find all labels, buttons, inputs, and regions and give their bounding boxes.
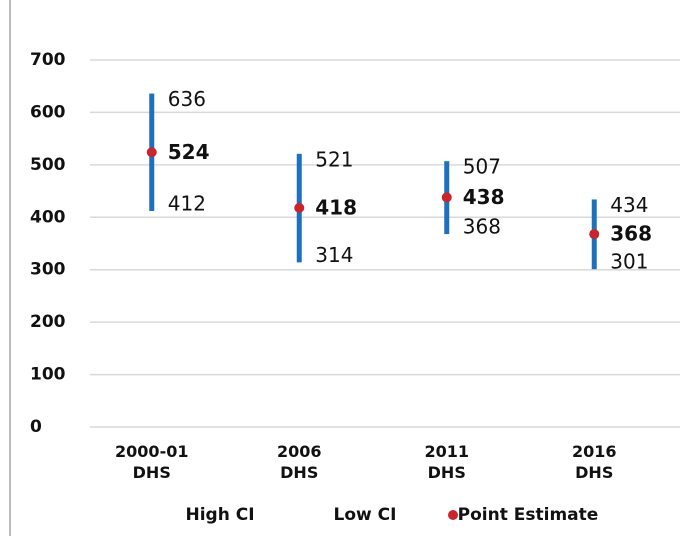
legend-label: Low CI bbox=[334, 505, 397, 525]
low-label: 368 bbox=[463, 215, 501, 239]
point-label: 368 bbox=[610, 222, 652, 246]
legend-label: Point Estimate bbox=[458, 505, 599, 525]
x-tick-label: 2016 DHS bbox=[571, 442, 617, 482]
x-tick-label: 2006 DHS bbox=[276, 442, 322, 482]
y-tick-label: 400 bbox=[30, 207, 66, 227]
high-label: 521 bbox=[315, 147, 353, 171]
legend-label: High CI bbox=[185, 505, 254, 525]
point-estimate bbox=[294, 202, 305, 213]
low-label: 314 bbox=[315, 243, 353, 267]
point-label: 438 bbox=[463, 185, 505, 209]
y-tick-label: 600 bbox=[30, 102, 66, 122]
point-label: 418 bbox=[315, 195, 357, 219]
high-label: 636 bbox=[168, 87, 206, 111]
point-estimate bbox=[441, 192, 452, 203]
legend-marker bbox=[448, 510, 458, 520]
low-label: 301 bbox=[610, 250, 648, 274]
point-estimate bbox=[146, 147, 157, 158]
high-label: 507 bbox=[463, 155, 501, 179]
y-tick-label: 300 bbox=[30, 260, 66, 280]
y-tick-label: 200 bbox=[30, 312, 66, 332]
point-estimate bbox=[589, 229, 600, 240]
high-label: 434 bbox=[610, 193, 648, 217]
y-tick-label: 100 bbox=[30, 365, 66, 385]
y-tick-label: 0 bbox=[30, 417, 42, 437]
x-tick-label: 2011 DHS bbox=[424, 442, 470, 482]
x-tick-label: 2000-01 DHS bbox=[115, 442, 189, 482]
y-tick-label: 500 bbox=[30, 155, 66, 175]
y-tick-label: 700 bbox=[30, 50, 66, 70]
low-label: 412 bbox=[168, 191, 206, 215]
point-label: 524 bbox=[168, 140, 210, 164]
